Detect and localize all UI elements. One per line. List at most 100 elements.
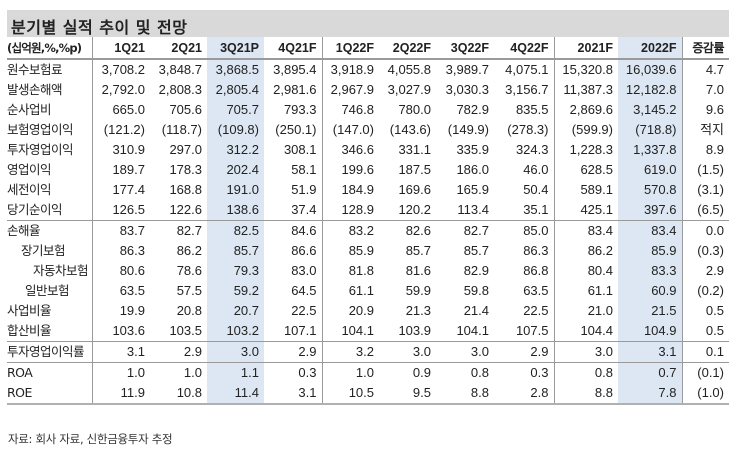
cell-3q22f: 165.9 [456,182,489,197]
cell-3q22f: 104.1 [436,321,494,342]
cell-2021f: 11,387.3 [553,80,618,100]
cell-1q21: 83.7 [91,220,150,241]
cell-2q21: 1.0 [183,365,202,380]
cell-2q21: 57.5 [176,283,202,298]
cell-1q21: 103.6 [91,321,150,342]
cell-2q21: 705.6 [169,102,202,117]
table-row: 순사업비 665.0 705.6 705.7 793.3 746.8 780.0 782.9 8… [7,100,729,120]
source-note: 자료: 회사 자료, 신한금융투자 추정 [8,432,173,446]
col-header-3q22f: 3Q22F [450,40,489,55]
cell-2q21: 103.5 [150,321,207,342]
cell-2q22f: 85.7 [405,243,431,258]
col-header-3q21p: 3Q21P [207,37,264,59]
cell-2022f: 60.9 [618,281,682,301]
row-label: 장기보험 [21,243,66,258]
cell-1q21: 11.9 [91,383,150,405]
cell-3q21p: 138.6 [207,200,264,221]
cell-4q22f: 86.8 [523,263,549,278]
cell-1q22f: 199.6 [321,160,379,180]
cell-2q21: 82.7 [176,223,202,238]
cell-3q21p: 191.0 [207,180,264,200]
cell-2022f: 85.9 [618,241,682,261]
table-title-bar: 분기별 실적 추이 및 전망 [7,10,729,37]
cell-3q21p: 11.4 [207,383,264,405]
row-label: 발생손해액 [7,82,63,97]
cell-1q22f: 2,967.9 [321,80,379,100]
row-label: 투자영업이익 [7,142,74,157]
cell-3q21p: 3.0 [207,341,264,363]
cell-2q21: 20.8 [176,303,202,318]
cell-change: (1.5) [681,160,729,180]
cell-2021f: (599.9) [553,120,618,140]
header-row: (십억원,%,%p) 1Q21 2Q21 3Q21P 4Q21F 1Q22F 2… [7,37,729,59]
table-row: 보험영업이익 (121.2) (118.7) (109.8) (250.1) (147.0… [7,120,729,140]
cell-2021f: 86.2 [553,241,618,261]
row-label: 투자영업이익률 [7,341,92,363]
cell-4q22f: 22.5 [523,303,549,318]
row-label: 영업이익 [7,162,52,177]
cell-4q22f: 85.0 [523,223,549,238]
cell-1q22f: 346.6 [321,140,379,160]
cell-2022f: 104.9 [618,321,682,342]
cell-2022f: 3.1 [618,341,682,363]
cell-1q21: 310.9 [91,140,150,160]
cell-2q21: 2.9 [150,341,207,363]
cell-change: 적지 [681,120,729,140]
cell-1q21: 126.5 [91,200,150,221]
cell-2q21: 3,848.7 [158,62,202,77]
cell-2q22f: 81.6 [405,263,431,278]
cell-2022f: (718.8) [618,120,682,140]
cell-2021f: 2,869.6 [553,100,618,120]
cell-3q21p: 103.2 [207,321,264,342]
row-label: 합산비율 [7,321,92,342]
cell-4q22f: 835.5 [515,102,549,117]
earnings-table: (십억원,%,%p) 1Q21 2Q21 3Q21P 4Q21F 1Q22F 2… [7,37,729,405]
cell-2q22f: 103.9 [379,321,436,342]
cell-change: (1.0) [681,383,729,405]
cell-2q21: (118.7) [161,122,202,137]
cell-change: 0.5 [681,321,729,342]
cell-4q22f: 63.5 [523,283,549,298]
row-label: 순사업비 [7,102,52,117]
cell-3q21p: 59.2 [207,281,264,301]
cell-2q21: 86.2 [176,243,202,258]
cell-3q22f: 3.0 [436,341,494,363]
cell-1q22f: 184.9 [321,180,379,200]
cell-4q21f: 107.1 [264,321,322,342]
table-row: ROA 1.0 1.0 1.1 0.3 1.0 0.9 0.8 0.3 0.8 0.7 (0.1) [7,362,729,383]
cell-3q22f: 113.4 [436,200,494,221]
table-row: ROE 11.9 10.8 11.4 3.1 10.5 9.5 8.8 2.8 8.8 7.8 (1.… [7,383,729,405]
cell-2021f: 589.1 [553,180,618,200]
col-header-4q22f: 4Q22F [510,40,549,55]
table-title: 분기별 실적 추이 및 전망 [11,18,188,37]
cell-2q21: 78.6 [176,263,202,278]
cell-2021f: 61.1 [553,281,618,301]
cell-4q21f: 22.5 [291,303,317,318]
cell-3q22f: 335.9 [456,142,489,157]
cell-3q21p: 85.7 [207,241,264,261]
cell-1q21: 1.0 [91,362,150,383]
cell-4q22f: 86.3 [523,243,549,258]
cell-change: (0.1) [681,362,729,383]
cell-3q21p: 2,805.4 [207,80,264,100]
cell-4q21f: 51.9 [291,182,317,197]
cell-2021f: 425.1 [553,200,618,221]
cell-2021f: 0.8 [553,362,618,383]
cell-change: 7.0 [681,80,729,100]
cell-change: 0.5 [681,301,729,321]
table-row: 투자영업이익률 3.1 2.9 3.0 2.9 3.2 3.0 3.0 2.9 3.0 3.1 0.1 [7,341,729,363]
cell-1q22f: 128.9 [321,200,379,221]
cell-2q22f: 4,055.8 [387,62,431,77]
cell-3q22f: 782.9 [456,102,489,117]
cell-3q21p: 3,868.5 [207,59,264,80]
cell-1q21: 80.6 [91,261,150,281]
cell-1q22f: 746.8 [321,100,379,120]
cell-1q21: 189.7 [91,160,150,180]
cell-1q21: 19.9 [91,301,150,321]
table-row: 손해율 83.7 82.7 82.5 84.6 83.2 82.6 82.7 85.0 83.4 8… [7,220,729,241]
cell-4q21f: (250.1) [275,122,317,137]
cell-change: 0.0 [681,220,729,241]
cell-3q22f: 3,030.3 [445,82,489,97]
row-label: 당기순이익 [7,200,92,221]
cell-4q22f: 0.3 [530,365,549,380]
